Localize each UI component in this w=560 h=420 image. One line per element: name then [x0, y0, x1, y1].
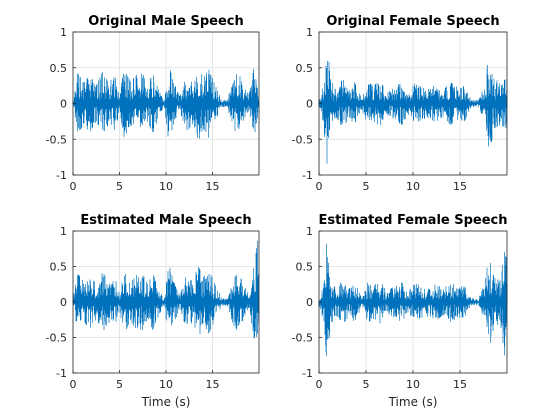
- subplot-title: Original Male Speech: [88, 14, 243, 29]
- y-tick-label: -0.5: [292, 332, 313, 345]
- y-tick-label: 1: [306, 225, 313, 238]
- y-tick-label: -1: [302, 169, 313, 182]
- x-tick-label: 15: [206, 378, 220, 391]
- plot-area: 0 5 10 15 -1 -0.5 0 0.5 1: [46, 26, 260, 193]
- y-tick-label: 1: [60, 26, 67, 39]
- x-tick-label: 5: [116, 180, 123, 193]
- y-tick-label: 0.5: [296, 62, 314, 75]
- subplot-original-male: 0 5 10 15 -1 -0.5 0 0.5 1 Original Male Speech: [46, 14, 260, 193]
- x-tick-label: 15: [453, 378, 467, 391]
- x-tick-label: 10: [406, 378, 420, 391]
- subplot-estimated-male: 0 5 10 15-1-0.500.51 Estimated Male Speech …: [46, 213, 260, 409]
- x-tick-label: 10: [406, 180, 420, 193]
- y-tick-label: 0: [306, 98, 313, 111]
- x-tick-label: 5: [363, 180, 370, 193]
- x-tick-label: 0: [70, 180, 77, 193]
- x-tick-label: 10: [159, 378, 173, 391]
- y-tick-label: 0: [60, 98, 67, 111]
- y-tick-label: -1: [56, 367, 67, 380]
- subplot-title: Estimated Female Speech: [318, 213, 507, 228]
- plot-area: 0 5 10 15 -1 -0.5 0 0.5 1: [46, 225, 260, 391]
- y-tick-label: 0: [60, 296, 67, 309]
- subplot-estimated-female: 0 5 10 15 -1 -0.5 0 0.5 1 Estimated Female Speec…: [292, 213, 508, 409]
- plot-area: 0 5 10 15 -1 -0.5 0 0.5 1: [292, 26, 508, 193]
- subplot-original-female: 0 5 10 15 -1 -0.5 0 0.5 1 Original Female Speech: [292, 14, 508, 193]
- y-tick-label: 1: [60, 225, 67, 238]
- y-tick-label: -0.5: [46, 133, 67, 146]
- y-tick-label: -0.5: [292, 133, 313, 146]
- y-tick-label: 0.5: [296, 261, 314, 274]
- y-tick-label: 0.5: [50, 261, 68, 274]
- y-tick-label: -1: [56, 169, 67, 182]
- x-tick-label: 15: [206, 180, 220, 193]
- y-tick-label: 0: [306, 296, 313, 309]
- y-tick-label: -1: [302, 367, 313, 380]
- plot-area: 0 5 10 15 -1 -0.5 0 0.5 1: [292, 225, 508, 391]
- x-tick-label: 10: [159, 180, 173, 193]
- subplot-title: Estimated Male Speech: [80, 213, 251, 228]
- subplot-title: Original Female Speech: [326, 14, 499, 29]
- x-tick-label: 0: [316, 180, 323, 193]
- x-axis-label: Time (s): [388, 395, 438, 409]
- x-tick-label: 0: [70, 378, 77, 391]
- x-tick-label: 5: [363, 378, 370, 391]
- x-tick-label: 15: [453, 180, 467, 193]
- y-tick-label: -0.5: [46, 332, 67, 345]
- x-tick-label: 5: [116, 378, 123, 391]
- x-tick-label: 0: [316, 378, 323, 391]
- x-axis-label: Time (s): [141, 395, 191, 409]
- y-tick-label: 1: [306, 26, 313, 39]
- y-tick-label: 0.5: [50, 62, 68, 75]
